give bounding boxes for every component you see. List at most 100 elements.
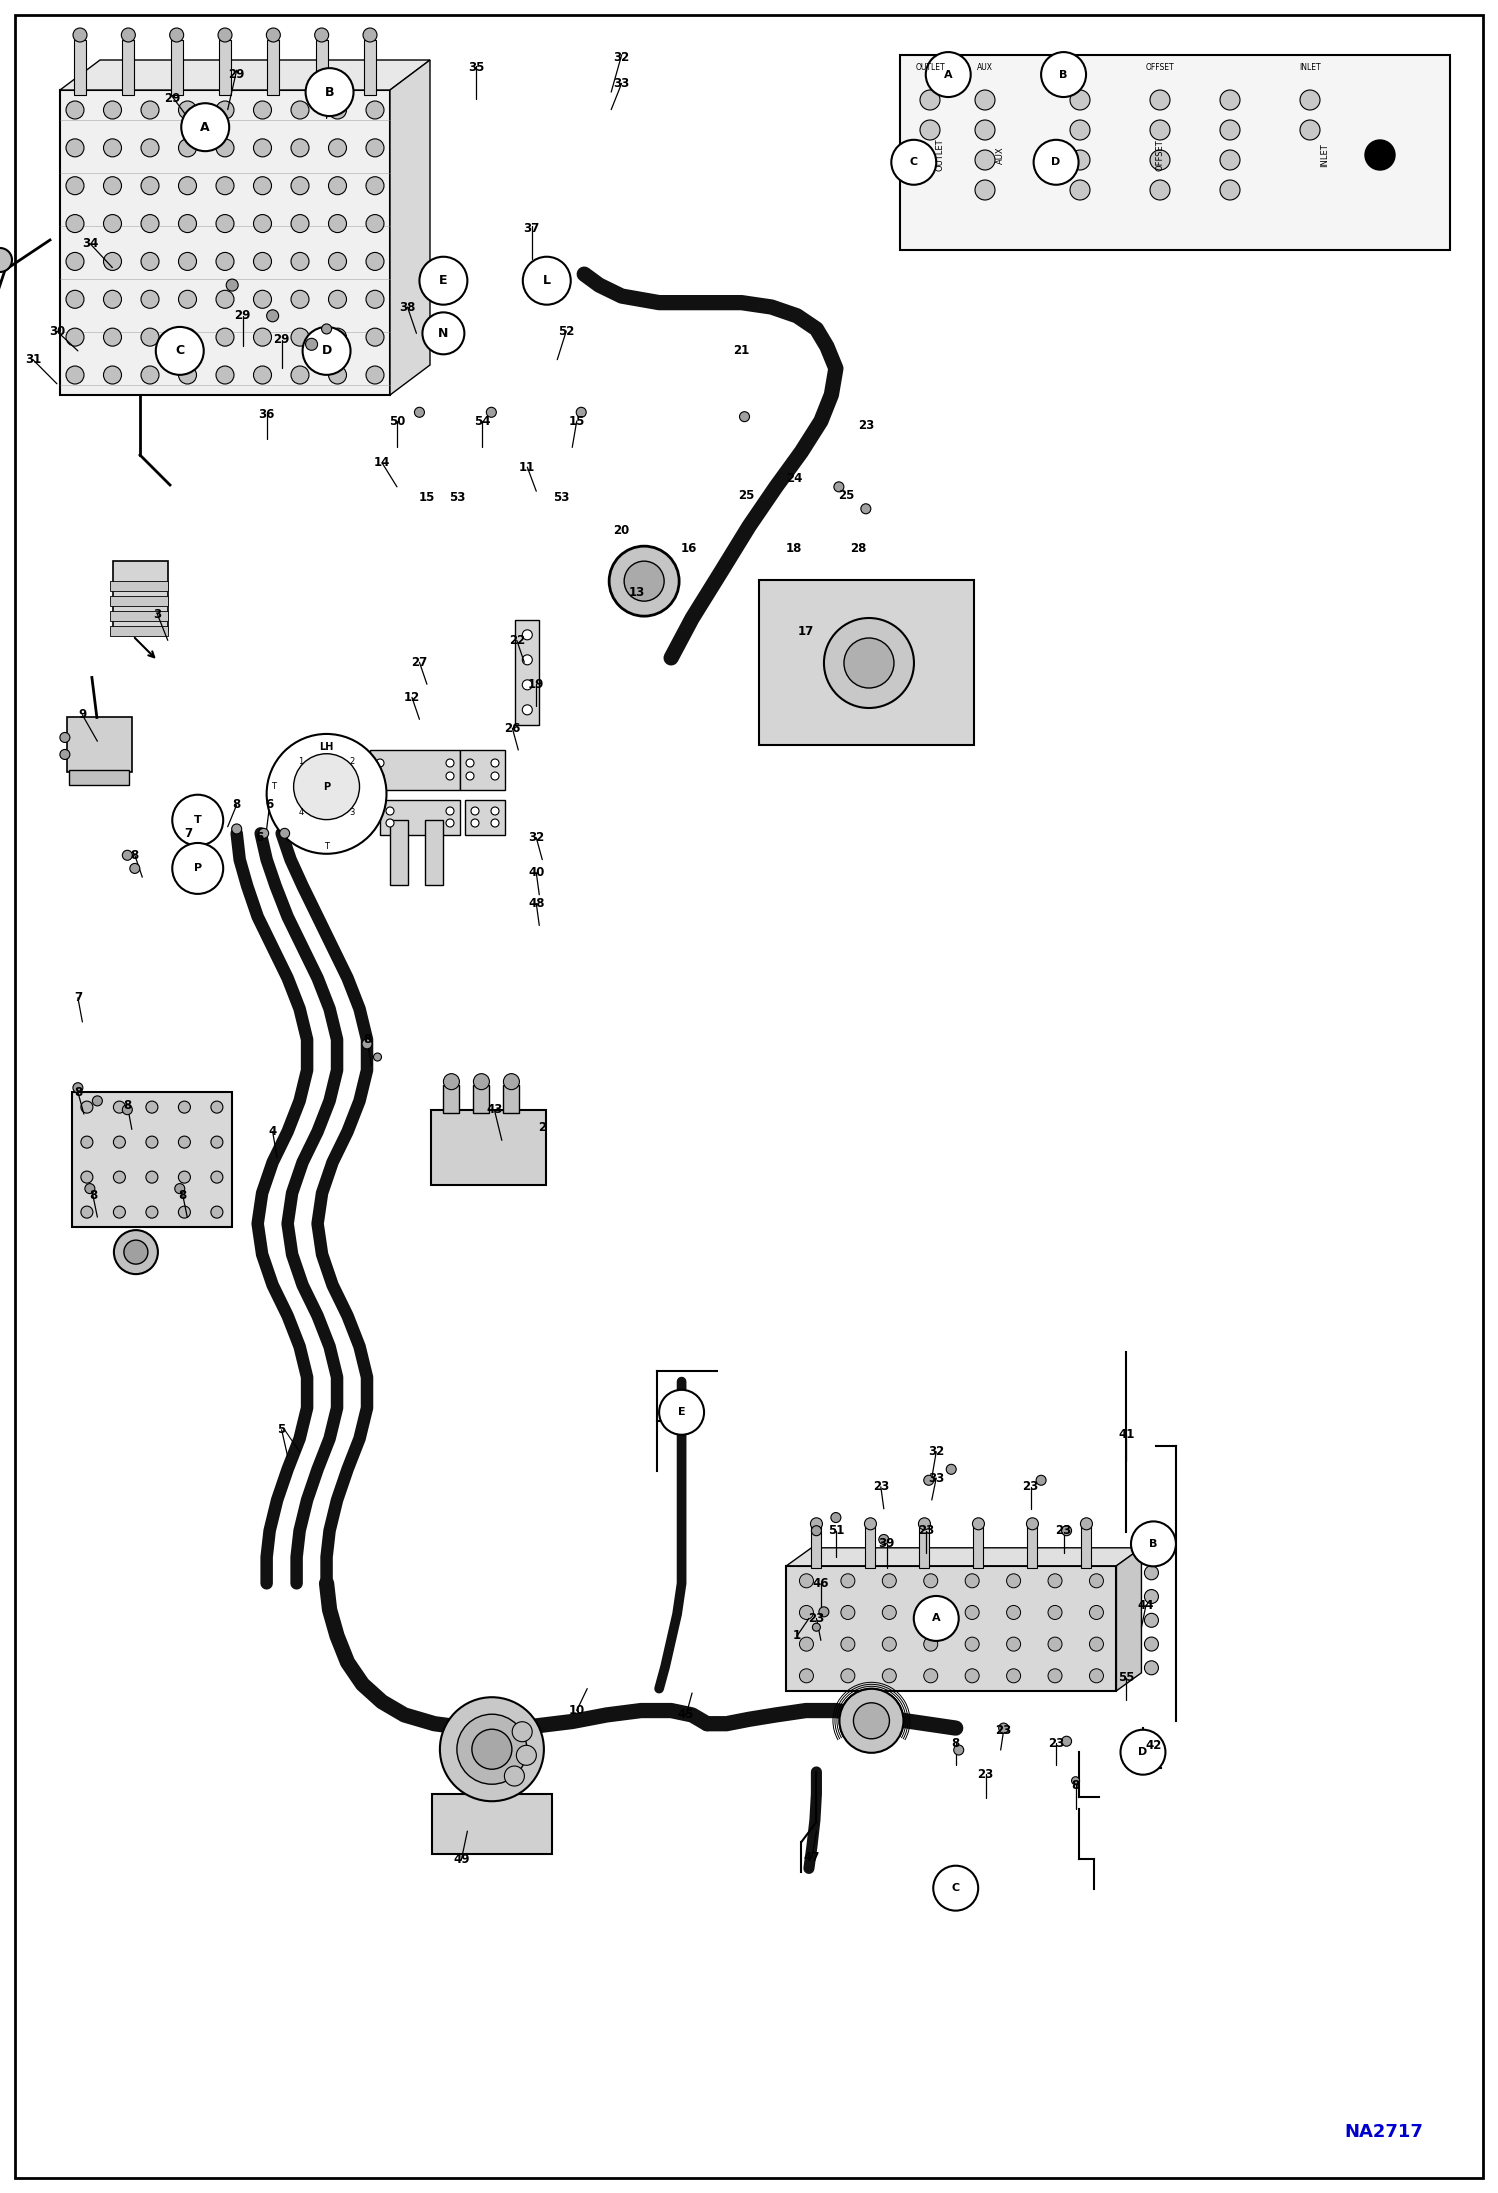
Text: INLET: INLET [1321,143,1330,167]
Bar [112,561,168,632]
Circle shape [73,29,87,42]
Text: 53: 53 [554,491,569,504]
Circle shape [114,1230,157,1274]
Text: 24: 24 [786,471,801,485]
Circle shape [172,842,223,895]
Circle shape [924,1605,938,1618]
Text: P: P [193,864,202,873]
Circle shape [291,215,309,232]
Circle shape [121,29,135,42]
Circle shape [446,759,454,768]
Text: 15: 15 [419,491,434,504]
Circle shape [999,1724,1008,1732]
Bar [503,1086,520,1112]
Text: OFFSET: OFFSET [1146,61,1174,72]
Circle shape [879,1535,888,1544]
Text: 4: 4 [268,1125,277,1138]
Circle shape [145,1136,157,1149]
Text: 8: 8 [130,849,139,862]
Text: 51: 51 [828,1524,843,1537]
Text: 22: 22 [509,634,524,647]
Circle shape [366,252,383,270]
Circle shape [1144,1614,1158,1627]
Bar [759,579,974,746]
Circle shape [178,252,196,270]
Circle shape [253,138,271,158]
Circle shape [328,329,346,346]
Circle shape [491,818,499,827]
Text: 7: 7 [73,991,82,1004]
Text: 23: 23 [858,419,873,432]
Circle shape [141,252,159,270]
Circle shape [523,656,532,664]
Bar [67,717,132,772]
Text: 45: 45 [677,1708,695,1722]
Circle shape [0,248,12,272]
Circle shape [1070,121,1091,140]
Circle shape [60,750,70,759]
Circle shape [376,759,383,768]
Text: OUTLET: OUTLET [915,61,945,72]
Bar [1028,1526,1038,1568]
Circle shape [141,178,159,195]
Text: 21: 21 [734,344,749,357]
Circle shape [840,1575,855,1588]
Text: 36: 36 [259,408,274,421]
Circle shape [800,1638,813,1651]
Bar [123,39,135,94]
Circle shape [103,252,121,270]
Circle shape [505,1765,524,1785]
Text: 3: 3 [349,807,355,816]
Circle shape [503,1075,520,1090]
Circle shape [216,329,234,346]
Circle shape [1007,1575,1020,1588]
Circle shape [523,680,532,691]
Circle shape [291,329,309,346]
Circle shape [294,754,360,820]
Circle shape [303,327,351,375]
Circle shape [914,1597,959,1640]
Text: E: E [439,274,448,287]
Text: T: T [324,842,330,851]
Circle shape [800,1669,813,1682]
Text: 31: 31 [25,353,40,366]
Circle shape [1150,180,1170,200]
Circle shape [446,772,454,781]
Circle shape [253,252,271,270]
Circle shape [363,1039,372,1048]
Text: 8: 8 [363,1033,372,1046]
Text: 39: 39 [879,1537,894,1550]
Text: 3: 3 [153,607,162,621]
Text: 1: 1 [792,1629,801,1643]
Circle shape [1219,149,1240,171]
Circle shape [491,772,499,781]
Circle shape [466,772,473,781]
Circle shape [178,215,196,232]
Bar [1082,1526,1092,1568]
Text: 44: 44 [1137,1599,1155,1612]
Circle shape [216,215,234,232]
Text: 23: 23 [809,1612,824,1625]
Circle shape [800,1575,813,1588]
Text: 27: 27 [412,656,427,669]
Text: 34: 34 [82,237,97,250]
Text: 40: 40 [529,866,544,879]
Bar [370,750,460,789]
Circle shape [253,178,271,195]
Circle shape [924,1575,938,1588]
Bar [73,39,85,94]
Circle shape [366,289,383,309]
Circle shape [366,178,383,195]
Circle shape [954,1746,963,1754]
Text: 47: 47 [804,1851,819,1864]
Circle shape [306,338,318,351]
Text: L: L [542,274,551,287]
Text: B: B [1059,70,1068,79]
Bar [72,1092,232,1228]
Circle shape [267,309,279,322]
Circle shape [840,1605,855,1618]
Circle shape [882,1575,896,1588]
Circle shape [1144,1590,1158,1603]
Circle shape [211,1171,223,1182]
Text: 7: 7 [184,827,193,840]
